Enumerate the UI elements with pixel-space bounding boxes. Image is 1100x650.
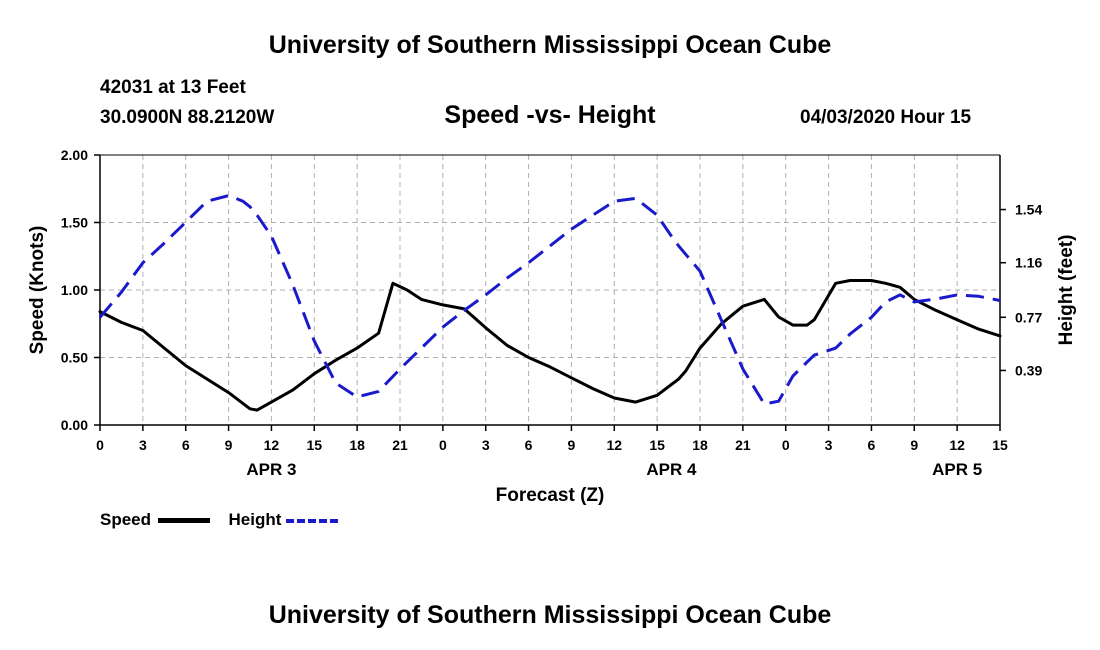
x-tick-label: 18 <box>692 437 708 453</box>
legend: Speed Height <box>100 510 339 530</box>
x-tick-label: 9 <box>568 437 576 453</box>
y-tick-label: 1.50 <box>61 215 88 231</box>
x-tick-label: 18 <box>349 437 365 453</box>
x-tick-label: 0 <box>96 437 104 453</box>
y2-tick-label: 1.54 <box>1015 202 1042 218</box>
x-tick-label: 15 <box>649 437 665 453</box>
legend-speed-label: Speed <box>100 510 152 529</box>
x-tick-label: 3 <box>139 437 147 453</box>
grid-layer <box>100 155 1000 425</box>
x-tick-label: 0 <box>439 437 447 453</box>
x-tick-label: 9 <box>910 437 918 453</box>
y-tick-label: 2.00 <box>61 147 88 163</box>
y2-tick-label: 0.77 <box>1015 309 1042 325</box>
x-tick-label: 6 <box>182 437 190 453</box>
legend-height-swatch <box>286 518 339 523</box>
footer-title: University of Southern Mississippi Ocean… <box>268 601 832 629</box>
location-label: 30.0900N 88.2120W <box>100 107 275 128</box>
date-label: APR 3 <box>246 460 296 479</box>
x-tick-label: 3 <box>482 437 490 453</box>
axes-layer <box>94 154 1006 431</box>
series-layer <box>98 194 1002 412</box>
label-layer: 0 3 6 9 12 15 18 21 0 3 6 9 12 15 18 21 0 3 6 9 12 15 0.00 0.50… <box>27 147 1077 506</box>
y2-axis-title: Height (feet) <box>1056 235 1077 346</box>
y-axis-title: Speed (Knots) <box>27 226 48 355</box>
date-label: 04/03/2020 Hour 15 <box>800 107 972 128</box>
y2-tick-label: 1.16 <box>1015 255 1042 271</box>
x-tick-label: 0 <box>782 437 790 453</box>
x-tick-label: 12 <box>949 437 965 453</box>
x-tick-label: 3 <box>825 437 833 453</box>
y2-tick-label: 0.39 <box>1015 362 1042 378</box>
series-height-line <box>98 194 1001 406</box>
station-label: 42031 at 13 Feet <box>100 77 246 98</box>
legend-speed-swatch <box>157 518 210 524</box>
x-tick-label: 12 <box>606 437 622 453</box>
chart-title: Speed -vs- Height <box>444 101 656 129</box>
date-label: APR 4 <box>646 460 697 479</box>
x-axis-title: Forecast (Z) <box>496 485 605 506</box>
x-tick-label: 15 <box>992 437 1008 453</box>
x-tick-label: 9 <box>225 437 233 453</box>
x-tick-label: 15 <box>306 437 322 453</box>
x-tick-label: 21 <box>735 437 751 453</box>
x-tick-label: 21 <box>392 437 408 453</box>
y-tick-label: 0.00 <box>61 417 88 433</box>
x-tick-label: 12 <box>264 437 280 453</box>
page-title: University of Southern Mississippi Ocean… <box>268 31 832 59</box>
y-tick-label: 0.50 <box>61 350 88 366</box>
legend-height-label: Height <box>228 510 282 529</box>
date-label: APR 5 <box>932 460 982 479</box>
series-speed-line <box>98 279 1002 412</box>
x-tick-label: 6 <box>525 437 533 453</box>
y-tick-label: 1.00 <box>61 282 88 298</box>
x-tick-label: 6 <box>868 437 876 453</box>
